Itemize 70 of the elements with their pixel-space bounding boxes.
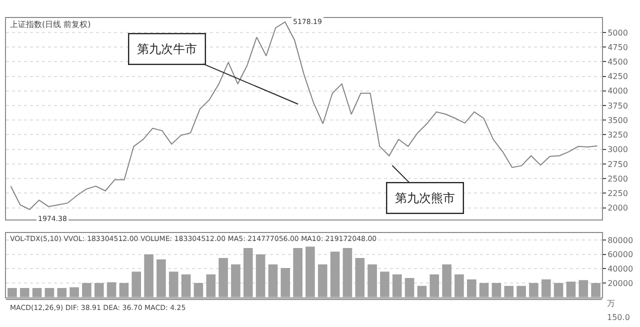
bar	[554, 282, 564, 298]
bar	[541, 279, 551, 298]
bar	[32, 288, 42, 298]
y-tick-label: 80000	[608, 236, 634, 245]
bar	[94, 282, 104, 298]
bar	[591, 282, 600, 298]
bar	[8, 288, 17, 298]
bar	[256, 254, 266, 298]
bar	[479, 282, 489, 298]
bar	[404, 278, 414, 298]
bar	[144, 254, 154, 298]
bar	[181, 274, 191, 298]
bar	[306, 246, 315, 298]
chart-title: 上证指数(日线 前复权)	[10, 20, 91, 29]
y-tick-label: 3250	[608, 130, 628, 140]
y-tick-label: 3500	[608, 116, 628, 125]
bar	[206, 274, 216, 298]
bar	[442, 264, 452, 298]
y-tick-label: 4750	[608, 42, 628, 52]
bar	[44, 288, 54, 298]
y-tick-label: 20000	[608, 278, 634, 288]
annotation: 第九次牛市	[137, 42, 198, 56]
y-tick-label: 4500	[608, 58, 628, 67]
bar	[454, 274, 464, 298]
bar	[119, 282, 129, 298]
y-tick-label: 4000	[608, 86, 628, 96]
y-tick-label: 5000	[608, 28, 628, 38]
y-tick-label: 2750	[608, 160, 628, 169]
bar	[82, 282, 92, 298]
bar	[20, 288, 30, 298]
bar	[318, 264, 328, 298]
bar	[504, 286, 514, 298]
y-tick-label: 2500	[608, 174, 628, 184]
bar	[268, 264, 278, 298]
bar	[280, 268, 290, 298]
bar	[380, 272, 390, 298]
bar	[156, 259, 166, 298]
bar	[132, 272, 142, 298]
bar	[516, 286, 526, 298]
y-tick-label: 3000	[608, 145, 628, 154]
y-tick-label: 40000	[608, 264, 634, 274]
y-tick-label: 4250	[608, 72, 628, 82]
bar	[466, 279, 476, 298]
bar	[342, 248, 352, 298]
y-tick-label: 2000	[608, 204, 628, 213]
bar	[70, 287, 79, 298]
y-axis-title: 万	[607, 299, 615, 308]
y-tick-label: 3750	[608, 101, 628, 110]
y-tick-label: 2250	[608, 188, 628, 198]
bar	[243, 248, 253, 298]
bar	[578, 280, 588, 298]
bar	[368, 264, 377, 298]
bar	[430, 274, 440, 298]
bar	[392, 274, 402, 298]
bar	[106, 282, 116, 298]
bar	[57, 288, 67, 298]
y-tick-label: 60000	[608, 250, 634, 260]
bar	[293, 248, 302, 298]
bar	[529, 282, 538, 298]
bar	[168, 272, 178, 298]
bar	[218, 258, 228, 298]
bar	[566, 282, 576, 298]
bar	[194, 282, 204, 298]
bar	[330, 252, 340, 298]
bar	[492, 282, 502, 298]
bar	[231, 264, 240, 298]
bar	[355, 258, 365, 298]
text: 150.0	[607, 313, 630, 322]
annotation: 第九次熊市	[395, 191, 456, 206]
bar	[417, 286, 427, 298]
